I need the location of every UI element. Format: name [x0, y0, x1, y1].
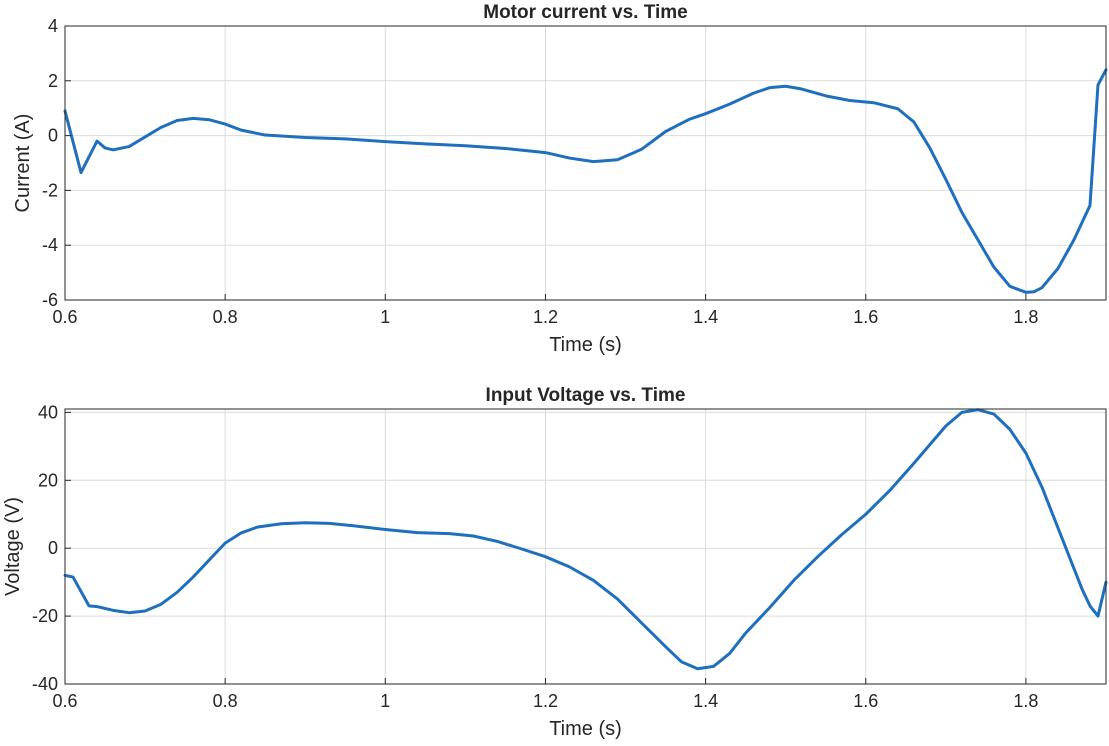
current-series-line: [63, 68, 1108, 294]
current-x-tick-label: 1.6: [853, 307, 878, 327]
current-y-tick-label: -6: [42, 290, 58, 310]
current-chart: 0.6 0.8 1 1.2 1.4 1.6 1.8 -6 -4 -2 0 2 4 Motor curren…: [12, 2, 1108, 356]
current-x-axis-label: Time (s): [549, 334, 622, 356]
voltage-x-tick-label: 1: [380, 691, 390, 711]
current-chart-title: Motor current vs. Time: [483, 2, 687, 23]
current-y-tick-label: 4: [48, 16, 58, 36]
voltage-series-line: [63, 408, 1108, 671]
current-x-tick-label: 1.4: [693, 307, 718, 327]
current-plot-area: [65, 26, 1106, 300]
voltage-y-tick-label: -20: [32, 606, 58, 626]
voltage-x-tick-label: 0.6: [52, 691, 77, 711]
voltage-plot-area: [65, 409, 1106, 684]
voltage-x-tick-label: 0.8: [213, 691, 238, 711]
voltage-chart: 0.6 0.8 1 1.2 1.4 1.6 1.8 -40 -20 0 20 40 Input Volt…: [2, 385, 1108, 740]
current-x-tick-label: 0.6: [52, 307, 77, 327]
voltage-y-tick-label: -40: [32, 674, 58, 694]
current-y-tick-label: 2: [48, 71, 58, 91]
current-x-tick-label: 0.8: [213, 307, 238, 327]
voltage-x-tick-label: 1.4: [693, 691, 718, 711]
voltage-y-tick-label: 0: [48, 538, 58, 558]
current-x-tick-label: 1.2: [533, 307, 558, 327]
voltage-y-tick-label: 40: [38, 402, 58, 422]
voltage-axes-box: [64, 408, 1107, 685]
current-y-tick-label: 0: [48, 126, 58, 146]
current-axes-box: [64, 25, 1107, 301]
current-x-tick-label: 1: [380, 307, 390, 327]
voltage-y-tick-label: 20: [38, 470, 58, 490]
voltage-x-axis-label: Time (s): [549, 718, 622, 740]
voltage-x-tick-label: 1.2: [533, 691, 558, 711]
voltage-x-tick-label: 1.8: [1013, 691, 1038, 711]
current-y-tick-label: -2: [42, 180, 58, 200]
voltage-y-axis-label: Voltage (V): [2, 497, 24, 596]
current-x-tick-label: 1.8: [1013, 307, 1038, 327]
voltage-chart-title: Input Voltage vs. Time: [486, 385, 686, 406]
voltage-x-tick-label: 1.6: [853, 691, 878, 711]
current-y-axis-label: Current (A): [12, 114, 34, 213]
current-y-tick-label: -4: [42, 235, 58, 255]
